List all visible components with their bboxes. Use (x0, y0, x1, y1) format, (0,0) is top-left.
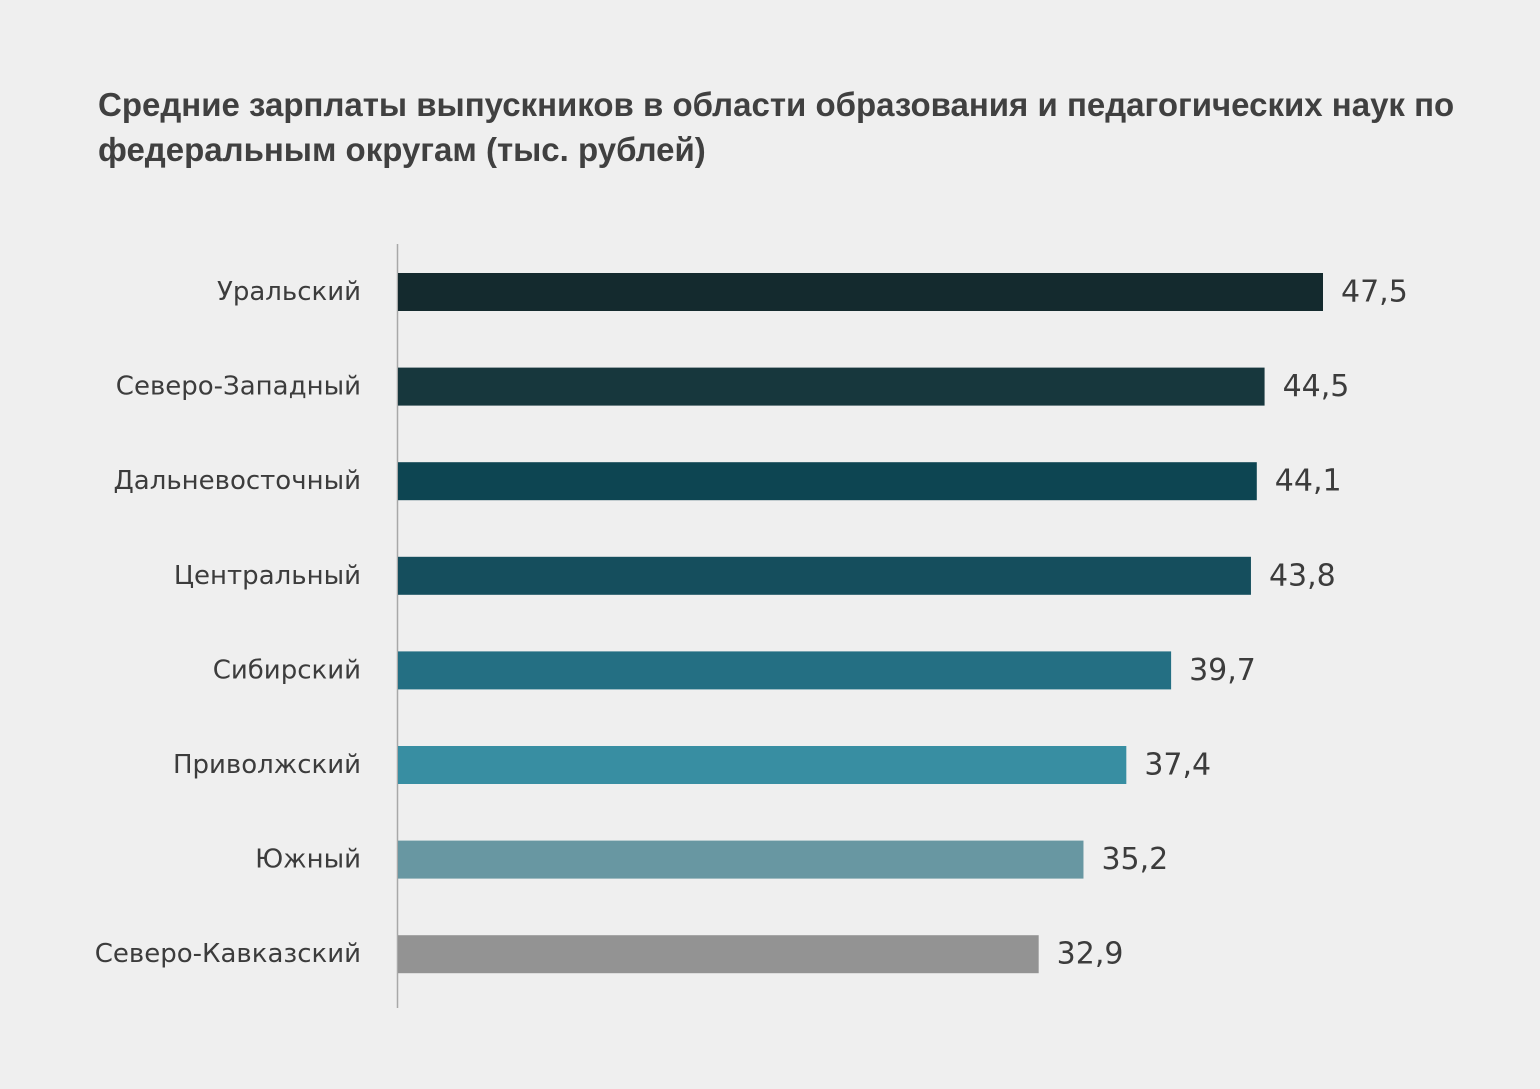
category-label: Южный (255, 845, 361, 875)
value-label: 32,9 (1057, 937, 1124, 972)
bar (398, 746, 1127, 784)
value-label: 37,4 (1144, 748, 1211, 783)
bars-group: Уральский 47,5 Северо-Западный 44,5 Дальнево… (95, 273, 1408, 974)
value-label: 44,5 (1283, 369, 1350, 404)
category-label: Северо-Западный (116, 372, 361, 402)
bar (398, 840, 1084, 879)
category-label: Сибирский (213, 655, 361, 685)
category-label: Дальневосточный (113, 466, 361, 496)
category-label: Уральский (217, 277, 361, 307)
value-label: 47,5 (1341, 275, 1408, 310)
value-label: 35,2 (1101, 842, 1168, 877)
category-label: Северо-Кавказский (95, 939, 361, 969)
bar (398, 273, 1323, 311)
category-label: Приволжский (173, 750, 361, 780)
value-label: 44,1 (1275, 464, 1342, 499)
bar (398, 935, 1039, 974)
chart-title: Средние зарплаты выпускников в области о… (98, 86, 1455, 168)
bar (398, 556, 1251, 595)
bar (398, 651, 1172, 690)
category-label: Центральный (174, 561, 361, 591)
bar (398, 462, 1257, 501)
value-label: 43,8 (1269, 558, 1336, 593)
bar (398, 367, 1265, 406)
value-label: 39,7 (1189, 653, 1256, 688)
